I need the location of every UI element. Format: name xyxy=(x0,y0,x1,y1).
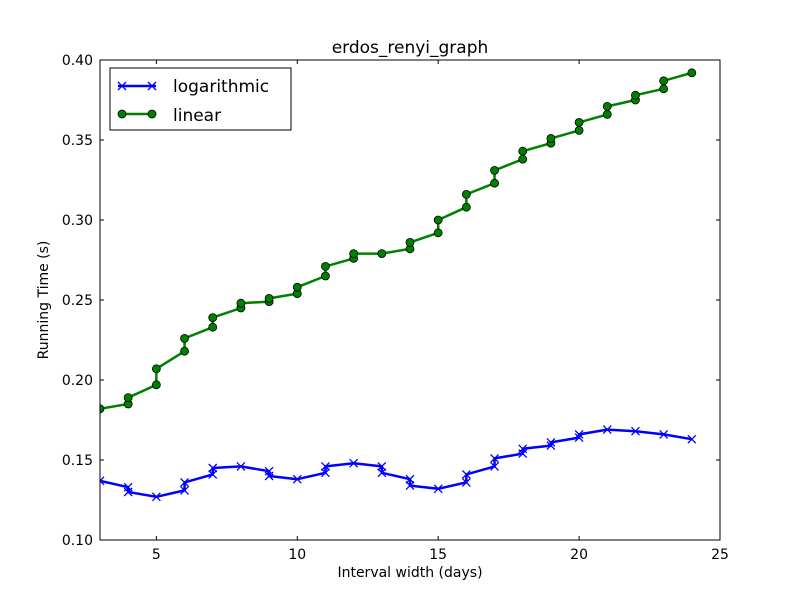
data-point-linear xyxy=(123,393,133,403)
data-point-logarithmic xyxy=(264,471,274,481)
data-point-linear xyxy=(518,154,528,164)
data-point-logarithmic xyxy=(377,468,387,478)
legend-entry-logarithmic: logarithmic xyxy=(117,77,269,97)
data-point-linear xyxy=(433,215,443,225)
data-point-logarithmic xyxy=(602,425,612,435)
data-point-linear xyxy=(321,271,330,281)
data-point-linear xyxy=(180,333,189,343)
x-tick-label: 15 xyxy=(429,547,447,563)
data-point-linear xyxy=(349,249,359,259)
y-tick-label: 0.10 xyxy=(62,533,93,549)
data-point-linear xyxy=(490,178,499,188)
legend-label-logarithmic: logarithmic xyxy=(173,77,269,97)
data-point-logarithmic xyxy=(630,426,640,436)
data-point-logarithmic xyxy=(574,433,584,443)
data-point-linear xyxy=(151,380,161,390)
data-point-linear xyxy=(208,313,218,323)
data-point-logarithmic xyxy=(292,474,302,484)
x-tick-label: 20 xyxy=(570,547,588,563)
data-point-linear xyxy=(461,189,471,199)
data-point-logarithmic xyxy=(180,485,190,495)
data-point-logarithmic xyxy=(100,476,105,486)
data-point-linear xyxy=(208,322,218,332)
data-point-logarithmic xyxy=(490,461,500,471)
data-point-linear xyxy=(602,102,612,111)
data-point-logarithmic xyxy=(659,429,669,439)
data-point-logarithmic xyxy=(377,461,387,471)
data-point-linear xyxy=(490,165,499,175)
y-tick-label: 0.40 xyxy=(62,53,93,69)
chart-title: erdos_renyi_graph xyxy=(332,38,489,58)
data-point-logarithmic xyxy=(461,469,471,479)
data-point-logarithmic xyxy=(405,474,415,484)
data-point-logarithmic xyxy=(320,461,330,471)
data-point-linear xyxy=(546,133,556,143)
data-point-logarithmic xyxy=(208,469,218,479)
data-point-logarithmic xyxy=(574,429,584,439)
x-axis-label: Interval width (days) xyxy=(337,565,482,581)
data-point-linear xyxy=(433,228,443,238)
data-point-linear xyxy=(518,146,528,156)
legend-marker-linear xyxy=(117,109,127,119)
data-point-linear xyxy=(236,298,246,308)
data-point-linear xyxy=(631,90,640,100)
data-point-linear xyxy=(602,110,612,119)
y-tick-label: 0.15 xyxy=(62,453,93,469)
x-tick-label: 25 xyxy=(711,547,729,563)
legend-frame xyxy=(109,67,292,131)
data-point-linear xyxy=(180,346,189,356)
data-point-logarithmic xyxy=(433,484,443,494)
data-point-logarithmic xyxy=(180,477,190,487)
data-point-linear xyxy=(687,68,697,78)
y-axis-label: Running Time (s) xyxy=(36,241,52,360)
data-point-logarithmic xyxy=(490,453,500,463)
series-logarithmic xyxy=(100,425,697,502)
x-tick-label: 5 xyxy=(152,547,161,563)
data-point-linear xyxy=(151,364,161,374)
legend-marker-logarithmic xyxy=(117,81,157,91)
data-point-logarithmic xyxy=(151,492,161,502)
data-point-linear xyxy=(292,282,302,292)
data-point-linear xyxy=(377,249,387,259)
y-tick-label: 0.25 xyxy=(62,293,93,309)
legend: logarithmic linear xyxy=(109,67,292,131)
data-point-logarithmic xyxy=(320,468,330,478)
data-point-linear xyxy=(405,237,415,247)
data-point-linear xyxy=(100,404,105,414)
y-tick-label: 0.35 xyxy=(62,133,93,149)
data-point-logarithmic xyxy=(349,458,359,468)
data-point-logarithmic xyxy=(546,437,556,447)
data-point-linear xyxy=(264,293,274,303)
data-point-logarithmic xyxy=(461,477,471,487)
y-tick-label: 0.30 xyxy=(62,213,93,229)
data-point-linear xyxy=(659,76,669,86)
data-point-logarithmic xyxy=(236,461,246,471)
data-point-linear xyxy=(574,125,584,135)
data-point-logarithmic xyxy=(123,487,133,497)
plot-area: 5 10 15 20 25 0.10 0.15 0.20 0.25 0.30 0.35 0.40 xyxy=(62,53,729,563)
legend-entry-linear: linear xyxy=(117,106,221,126)
legend-marker-linear xyxy=(147,109,157,119)
series-line-logarithmic xyxy=(100,428,693,499)
data-point-linear xyxy=(461,202,471,212)
series-linear xyxy=(100,68,697,414)
data-point-logarithmic xyxy=(405,481,415,491)
data-point-logarithmic xyxy=(518,444,528,454)
data-point-logarithmic xyxy=(687,434,697,444)
legend-label-linear: linear xyxy=(173,106,221,126)
data-point-logarithmic xyxy=(208,463,218,473)
data-point-linear xyxy=(659,84,669,94)
data-point-linear xyxy=(321,261,330,271)
y-tick-label: 0.20 xyxy=(62,373,93,389)
data-point-logarithmic xyxy=(546,441,556,451)
x-tick-label: 10 xyxy=(288,547,306,563)
data-point-linear xyxy=(574,118,584,127)
